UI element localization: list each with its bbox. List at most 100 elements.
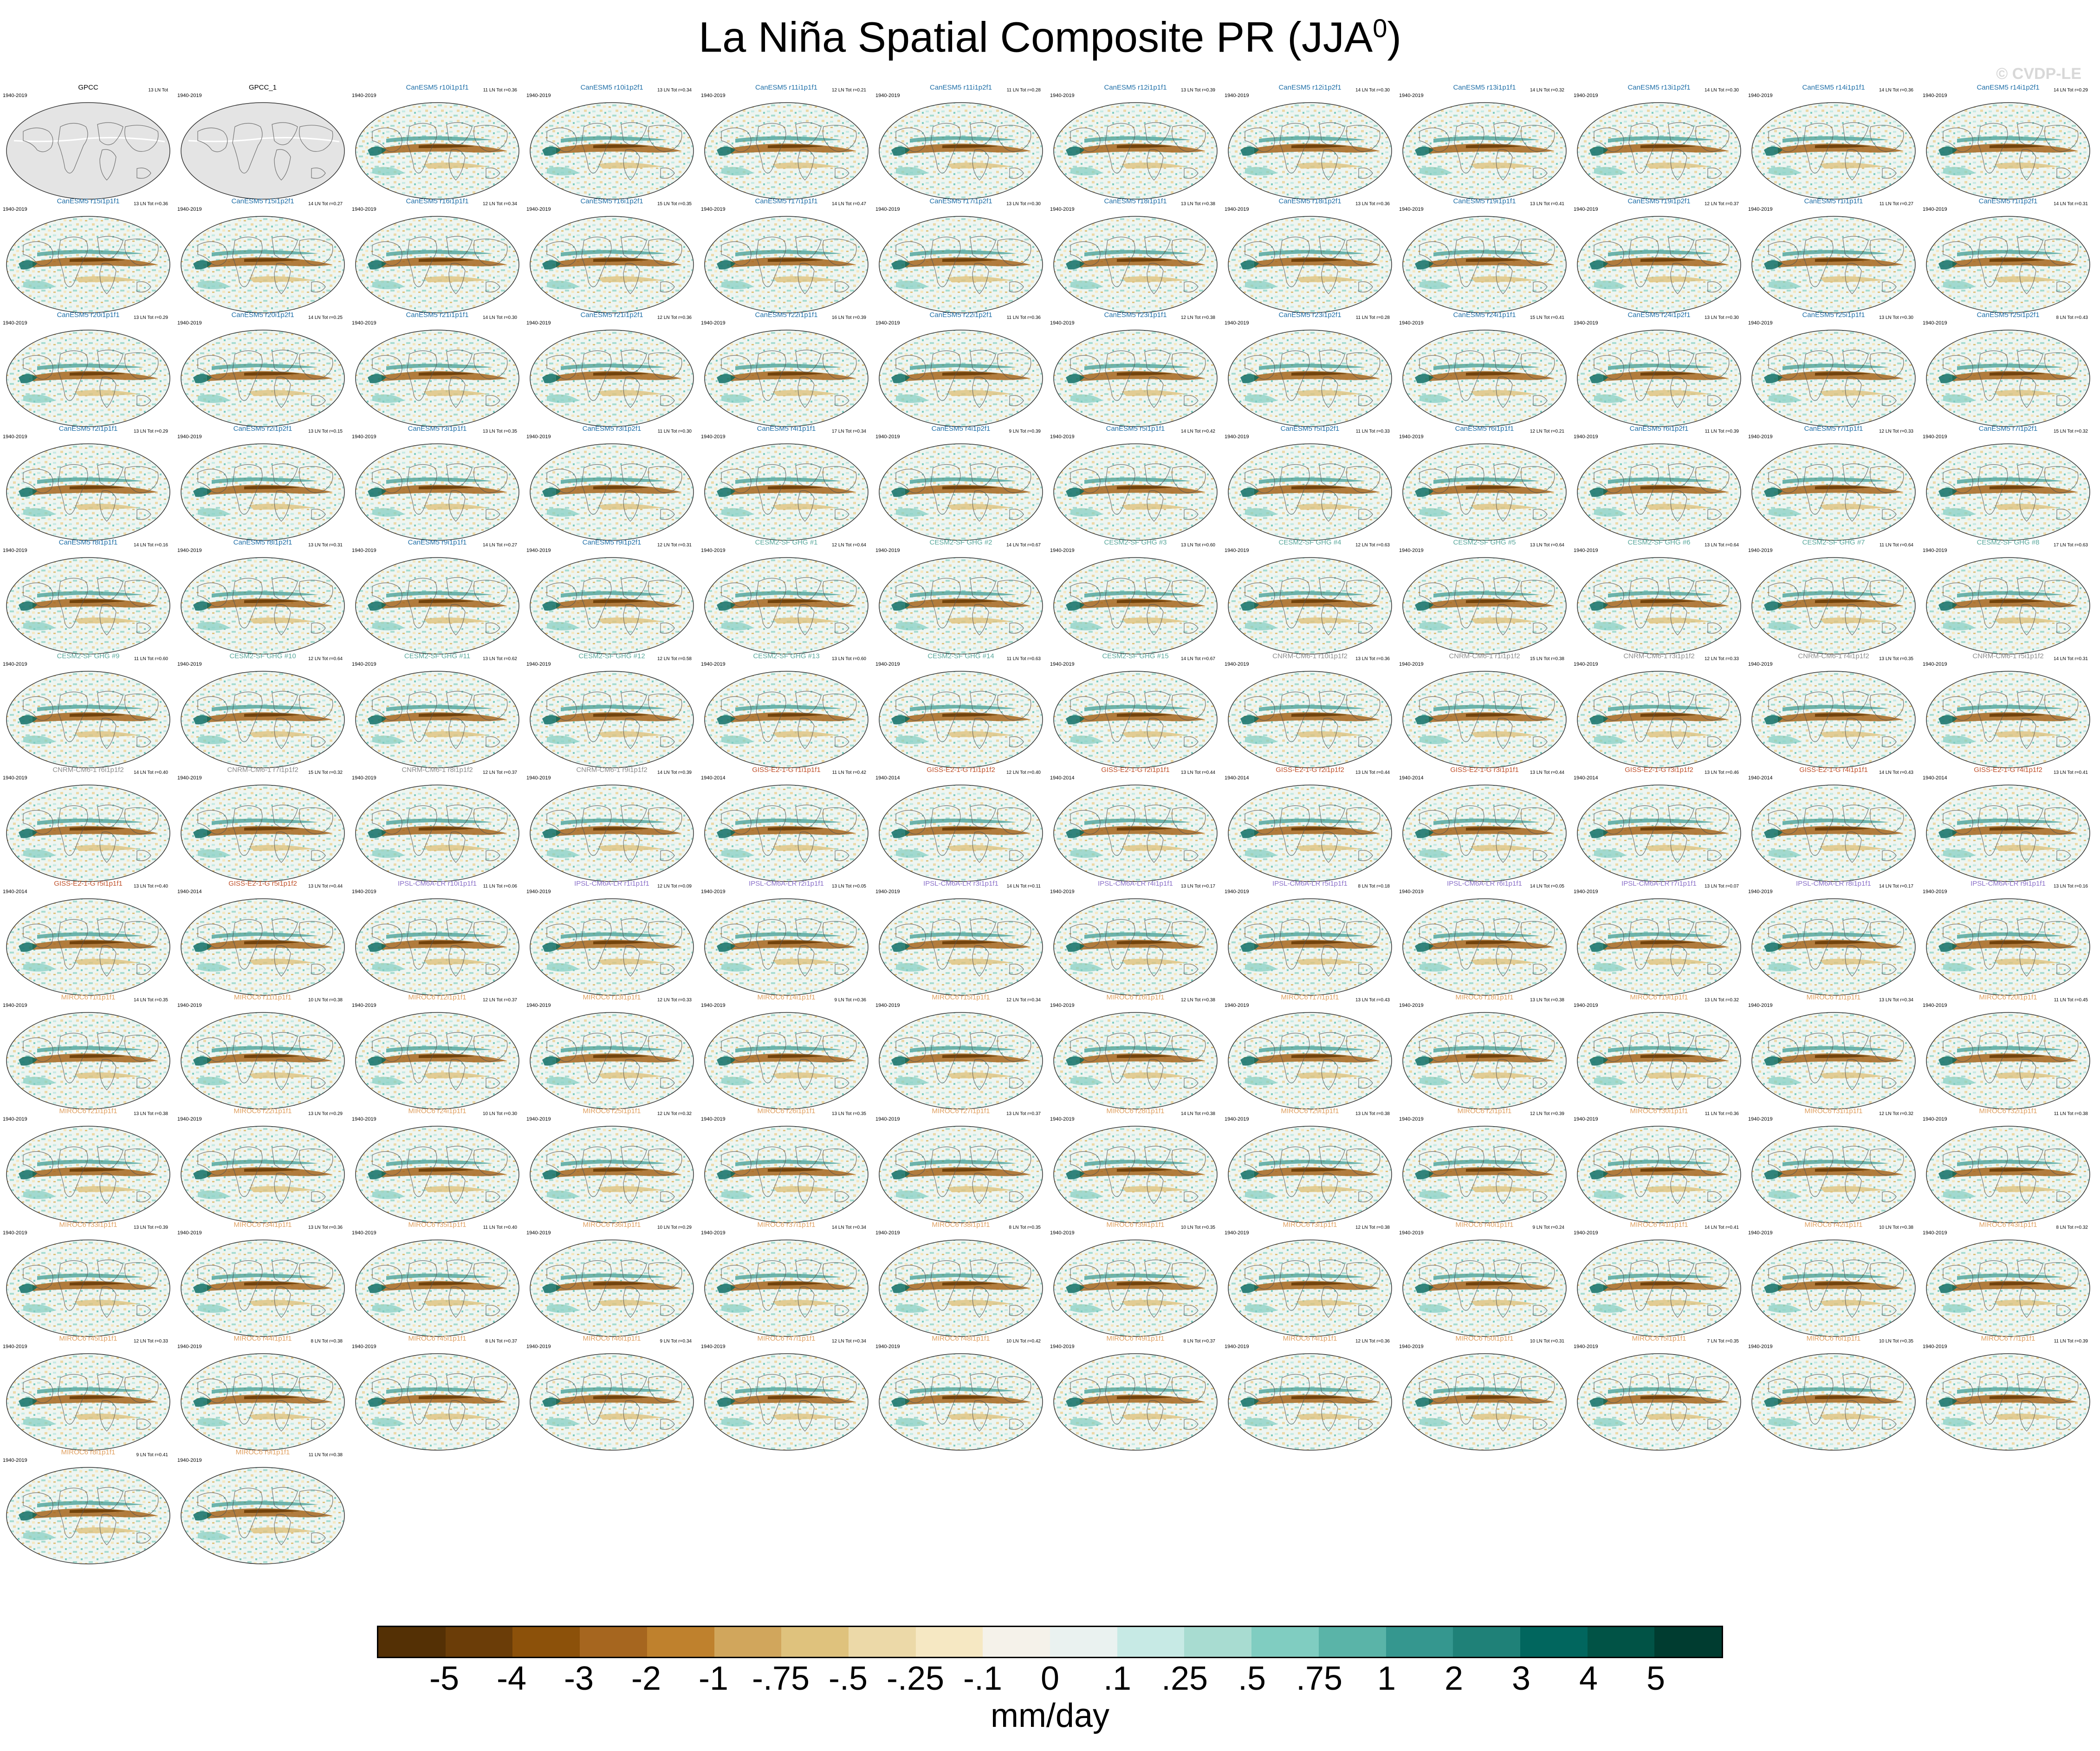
panel-title: IPSL-CM6A-LR r8i1p1f1 [1796,880,1871,888]
map-panel: CanESM5 r22i1p1f1 1940-2019 16 LN Tot r=0.… [701,311,869,427]
panel-stats: 12 LN Tot r=0.37 [483,998,517,1003]
map-panel: CanESM5 r23i1p2f1 1940-2019 11 LN Tot r=0.… [1225,311,1392,427]
map-field [1228,671,1392,768]
panel-title: IPSL-CM6A-LR r2i1p1f1 [749,880,824,888]
panel-stats: 14 LN Tot r=0.31 [2054,201,2088,207]
map-field [6,103,170,199]
map-panel: CanESM5 r9i1p1f1 1940-2019 14 LN Tot r=0.2… [352,538,519,655]
panel-period: 1940-2019 [526,93,551,98]
map-field [705,103,868,199]
map-outline [6,1467,170,1564]
map-field [6,1354,170,1450]
panel-period: 1940-2019 [1574,1344,1598,1349]
panel-stats: 11 LN Tot r=0.38 [309,1453,343,1458]
map-outline [1926,1126,2090,1223]
map-field [1403,899,1566,995]
colorbar-bin [1520,1627,1588,1657]
colorbar-tick-label: .75 [1296,1660,1343,1697]
map-outline [1577,671,1741,768]
panel-title: GISS-E2-1-G r3i1p1f2 [1625,766,1693,774]
map-outline [879,898,1043,996]
map-panel: IPSL-CM6A-LR r8i1p1f1 1940-2019 14 LN Tot … [1748,880,1916,996]
panel-stats: 13 LN Tot r=0.29 [308,1111,343,1116]
panel-title: CanESM5 r14i1p2f1 [1977,84,2039,91]
map-outline [704,1239,869,1337]
panel-period: 1940-2019 [352,1230,376,1236]
map-field [1752,558,1915,654]
panel-title: MIROC6 r30i1p1f1 [1630,1107,1688,1115]
map-panel: CanESM5 r10i1p1f1 1940-2019 11 LN Tot r=0.… [352,84,519,200]
colorbar-tick-label: 4 [1579,1660,1598,1697]
panel-period: 1940-2019 [177,661,202,667]
panel-stats: 14 LN Tot r=0.36 [1879,88,1913,93]
map-field [1228,1126,1392,1223]
map-outline [1053,671,1218,768]
panel-stats: 14 LN Tot r=0.30 [1705,88,1739,93]
panel-title: MIROC6 r39i1p1f1 [1106,1221,1164,1229]
panel-stats: 13 LN Tot r=0.17 [1181,884,1215,889]
panel-title: CESM2-SF GHG #8 [1977,538,2039,546]
map-panel: CNRM-CM6-1 r3i1p1f2 1940-2019 12 LN Tot r=… [1574,652,1741,768]
panel-stats: 12 LN Tot r=0.58 [657,656,692,661]
panel-stats: 14 LN Tot r=0.31 [2054,656,2088,661]
map-panel: MIROC6 r29i1p1f1 1940-2019 13 LN Tot r=0.3… [1225,1107,1392,1223]
map-field [1752,1012,1915,1109]
map-panel: CanESM5 r17i1p1f1 1940-2019 14 LN Tot r=0.… [701,197,869,313]
panel-stats: 8 LN Tot r=0.37 [1184,1339,1216,1344]
map-outline [1402,1353,1567,1451]
panel-stats: 13 LN Tot r=0.35 [1879,656,1913,661]
map-outline [181,1126,345,1223]
panel-period: 1940-2019 [526,434,551,440]
panel-stats: 14 LN Tot r=0.32 [1530,88,1564,93]
map-outline [181,216,345,313]
map-outline [1926,1239,2090,1337]
map-panel: MIROC6 r28i1p1f1 1940-2019 14 LN Tot r=0.3… [1050,1107,1218,1223]
map-field [181,1354,344,1450]
map-field [705,330,868,427]
panel-stats: 13 LN Tot r=0.29 [134,315,168,320]
map-outline [181,1467,345,1564]
panel-period: 1940-2019 [526,889,551,895]
panel-period: 1940-2019 [701,434,726,440]
panel-period: 1940-2019 [1050,434,1075,440]
map-outline [6,1012,170,1109]
map-field [6,671,170,768]
map-panel: CanESM5 r22i1p2f1 1940-2019 11 LN Tot r=0.… [875,311,1043,427]
panel-title: MIROC6 r32i1p1f1 [1979,1107,2037,1115]
map-outline [355,102,519,200]
map-panel: CNRM-CM6-1 r8i1p1f2 1940-2019 12 LN Tot r=… [352,766,519,882]
map-panel: MIROC6 r35i1p1f1 1940-2019 11 LN Tot r=0.4… [352,1221,519,1337]
map-outline [1751,1239,1916,1337]
colorbar-bin [781,1627,849,1657]
panel-period: 1940-2019 [1050,1003,1075,1008]
map-panel: IPSL-CM6A-LR r7i1p1f1 1940-2019 13 LN Tot … [1574,880,1741,996]
map-outline [1926,1353,2090,1451]
map-panel: CanESM5 r7i1p1f1 1940-2019 12 LN Tot r=0.3… [1748,425,1916,541]
panel-period: 1940-2019 [875,320,900,326]
map-outline [704,557,869,655]
map-field [1054,558,1217,654]
map-field [1577,1012,1741,1109]
map-outline [1053,102,1218,200]
map-panel: GPCC_1 1940-2019 [177,84,345,200]
map-field [181,1467,344,1564]
map-panel: CanESM5 r23i1p1f1 1940-2019 12 LN Tot r=0.… [1050,311,1218,427]
map-panel: CanESM5 r18i1p2f1 1940-2019 13 LN Tot r=0.… [1225,197,1392,313]
panel-title: MIROC6 r35i1p1f1 [408,1221,466,1229]
map-outline [530,898,694,996]
panel-period: 1940-2019 [526,661,551,667]
panel-period: 1940-2019 [1923,889,1947,895]
panel-title: CNRM-CM6-1 r10i1p1f2 [1272,652,1348,660]
map-outline [6,216,170,313]
panel-stats: 15 LN Tot r=0.35 [657,201,692,207]
map-outline [1228,671,1392,768]
panel-stats: 11 LN Tot r=0.38 [2054,1111,2088,1116]
map-outline [1053,1239,1218,1337]
panel-period: 1940-2014 [875,775,900,781]
colorbar-bin [1184,1627,1252,1657]
panel-period: 1940-2019 [1574,889,1598,895]
map-outline [1228,898,1392,996]
panel-period: 1940-2019 [526,1116,551,1122]
panel-title: IPSL-CM6A-LR r10i1p1f1 [398,880,477,888]
panel-period: 1940-2019 [526,1003,551,1008]
